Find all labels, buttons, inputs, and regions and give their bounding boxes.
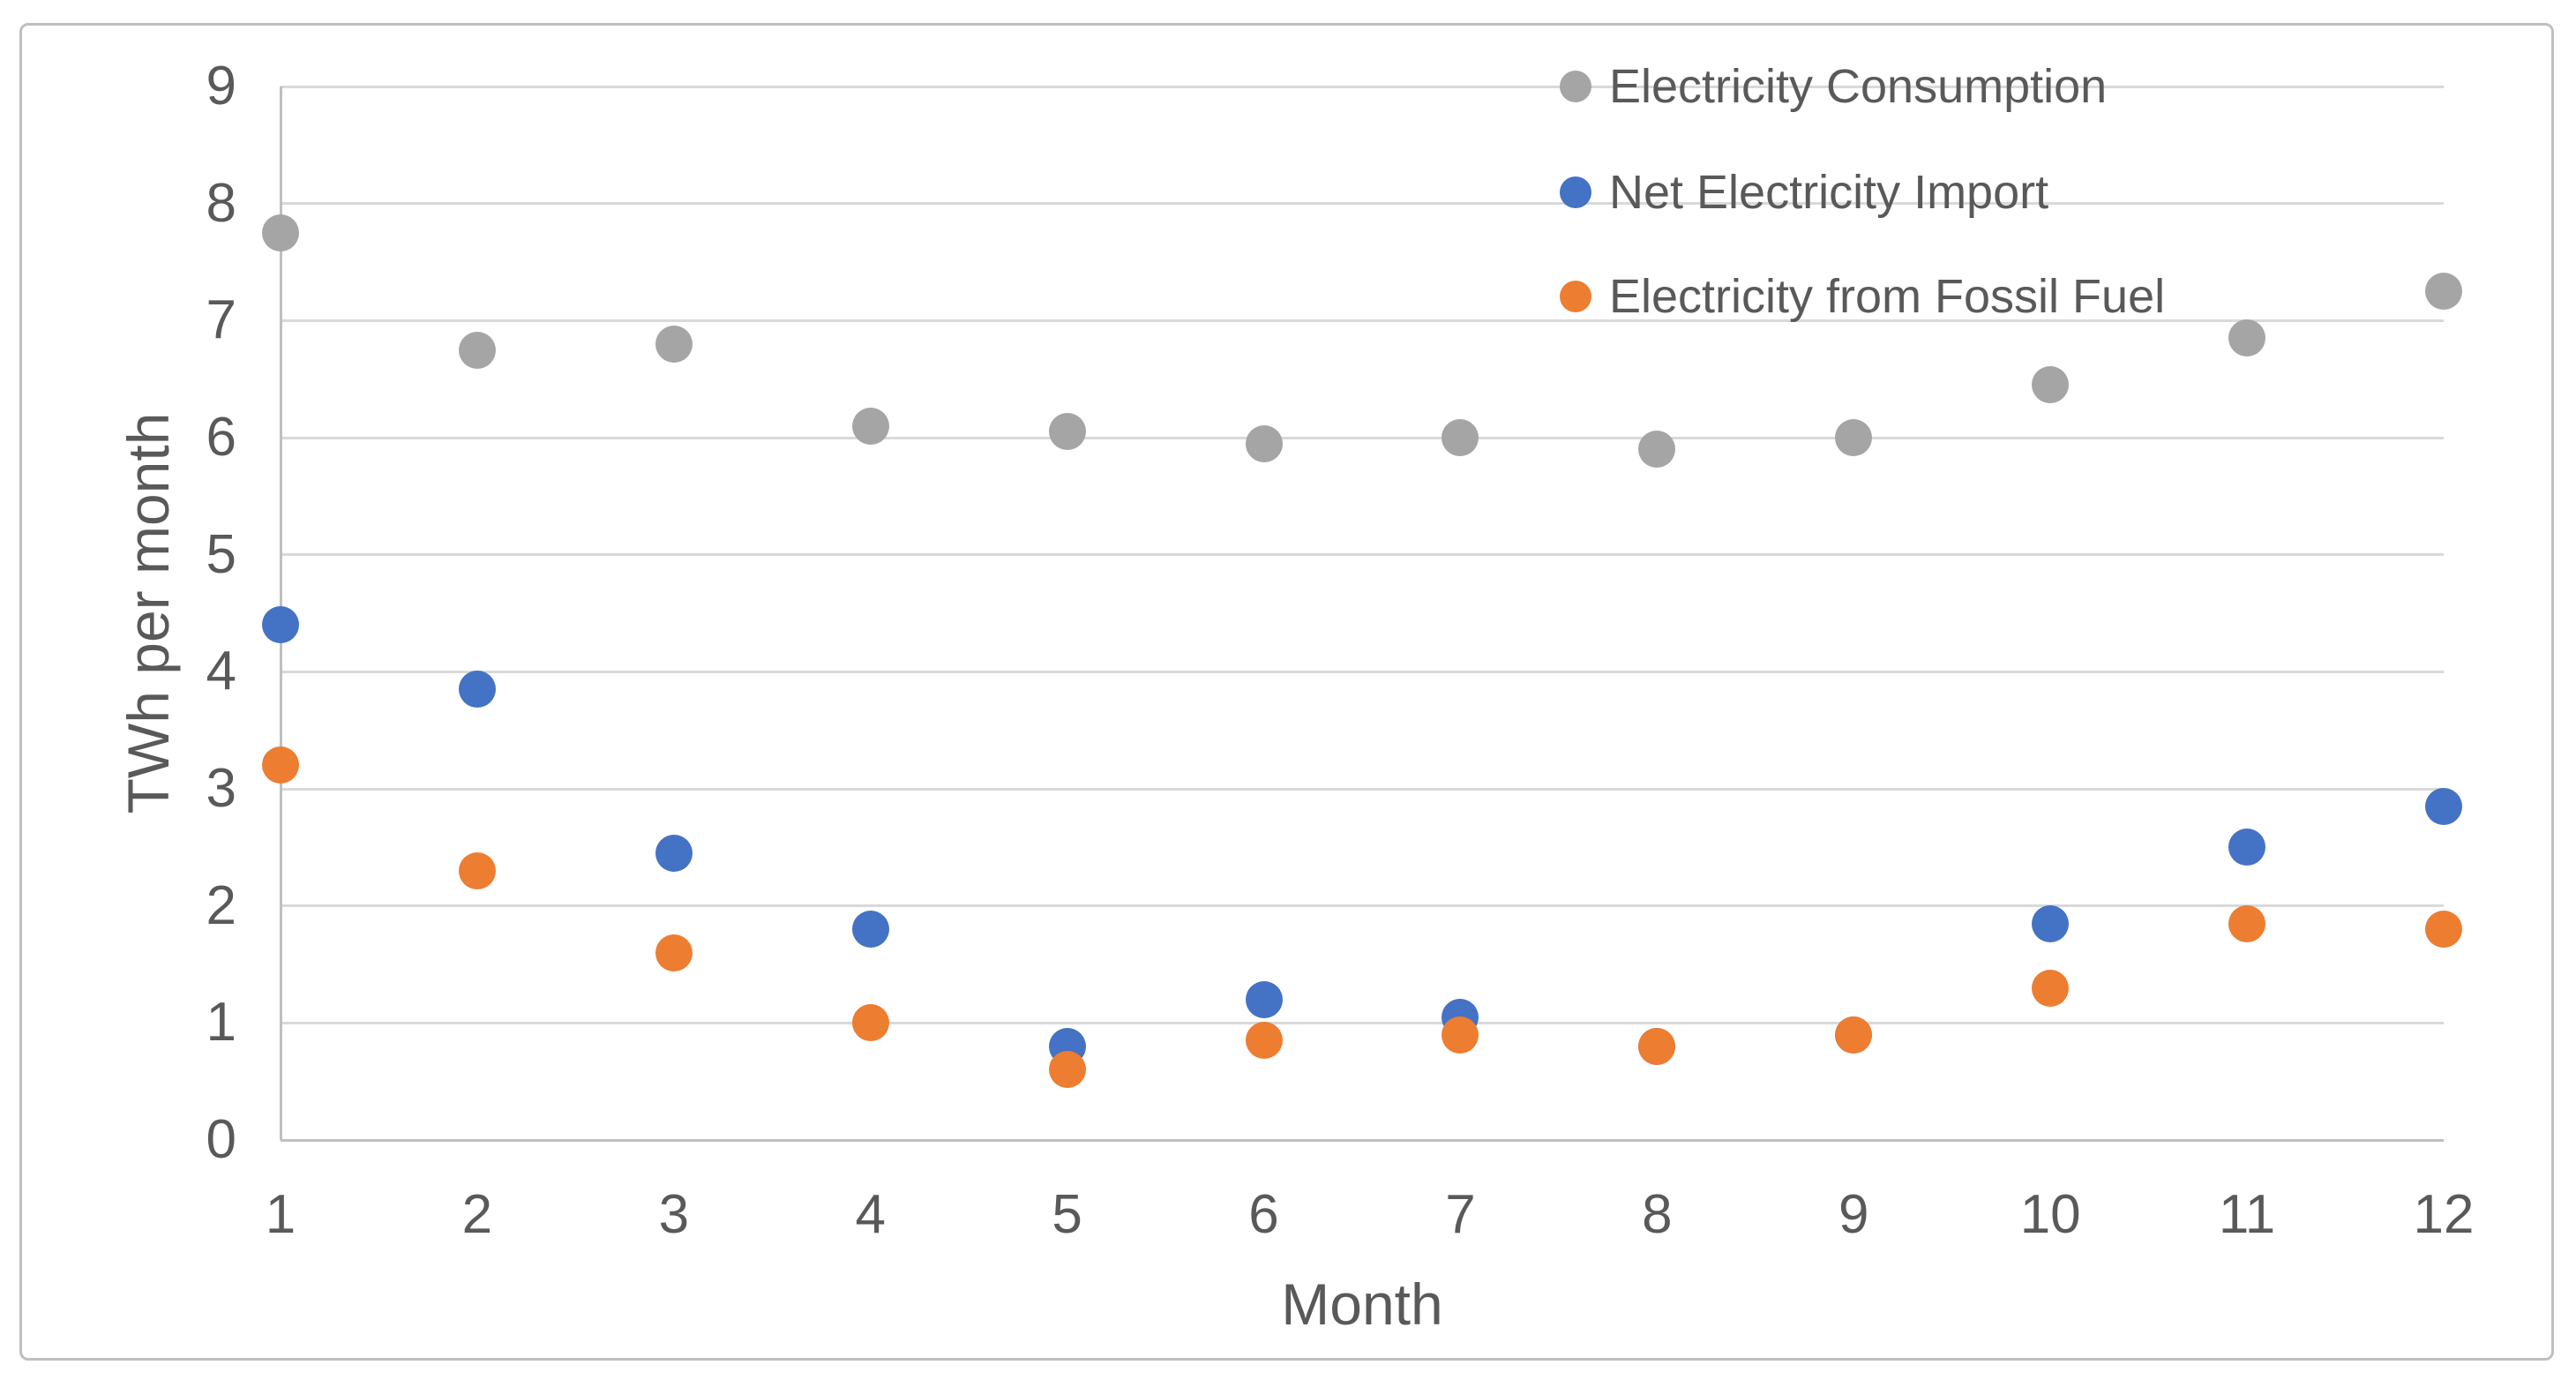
legend-marker-icon — [1560, 176, 1591, 208]
y-tick-label: 6 — [206, 407, 236, 468]
x-tick-label: 11 — [2218, 1184, 2276, 1245]
x-tick-label: 9 — [1838, 1184, 1869, 1245]
data-point-series3-month10 — [2032, 969, 2070, 1007]
x-axis-title: Month — [1281, 1271, 1443, 1337]
x-tick-label: 4 — [855, 1184, 886, 1245]
x-tick-label: 5 — [1052, 1184, 1082, 1245]
x-tick-label: 7 — [1445, 1184, 1476, 1245]
data-point-series1-month6 — [1245, 424, 1283, 462]
x-tick-label: 3 — [658, 1184, 690, 1245]
gridline — [281, 1021, 2444, 1024]
x-tick-label: 8 — [1642, 1184, 1673, 1245]
legend-marker-icon — [1560, 71, 1591, 102]
data-point-series3-month6 — [1245, 1022, 1283, 1060]
data-point-series3-month1 — [262, 746, 299, 784]
data-point-series1-month8 — [1638, 431, 1676, 469]
data-point-series1-month5 — [1048, 413, 1086, 451]
legend-label: Electricity Consumption — [1609, 60, 2108, 113]
data-point-series3-month9 — [1835, 1016, 1873, 1054]
data-point-series3-month5 — [1048, 1051, 1086, 1089]
data-point-series3-month4 — [851, 1004, 889, 1042]
chart-frame — [19, 23, 2554, 1361]
x-tick-label: 12 — [2413, 1184, 2475, 1245]
x-tick-label: 1 — [265, 1184, 296, 1245]
data-point-series2-month12 — [2425, 787, 2462, 825]
y-tick-label: 1 — [206, 992, 236, 1054]
data-point-series3-month7 — [1442, 1016, 1479, 1054]
gridline — [281, 436, 2444, 439]
data-point-series2-month11 — [2228, 829, 2266, 866]
gridline — [281, 787, 2444, 791]
data-point-series3-month11 — [2228, 904, 2266, 942]
legend-label: Net Electricity Import — [1609, 166, 2049, 219]
legend-label: Electricity from Fossil Fuel — [1609, 270, 2166, 323]
data-point-series1-month4 — [851, 407, 889, 445]
data-point-series1-month10 — [2032, 366, 2070, 404]
data-point-series1-month3 — [655, 325, 693, 363]
data-point-series1-month1 — [262, 214, 299, 251]
y-tick-label: 4 — [206, 641, 236, 702]
y-tick-label: 0 — [206, 1109, 236, 1170]
y-tick-label: 5 — [206, 523, 236, 585]
data-point-series3-month3 — [655, 934, 693, 971]
data-point-series3-month2 — [458, 851, 496, 889]
data-point-series3-month12 — [2425, 911, 2462, 949]
gridline — [281, 319, 2444, 322]
data-point-series2-month4 — [851, 911, 889, 949]
plot-area — [262, 85, 2462, 1142]
y-tick-label: 8 — [206, 172, 236, 234]
gridline — [281, 670, 2444, 673]
data-point-series1-month7 — [1442, 419, 1479, 456]
y-axis-title: TWh per month — [116, 412, 181, 814]
data-point-series1-month11 — [2228, 319, 2266, 357]
data-point-series1-month2 — [458, 331, 496, 369]
gridline — [281, 904, 2444, 908]
data-point-series2-month2 — [458, 671, 496, 709]
x-axis-line — [281, 1138, 2444, 1142]
x-tick-label: 10 — [2019, 1184, 2081, 1245]
data-point-series2-month1 — [262, 606, 299, 644]
gridline — [281, 553, 2444, 557]
data-point-series1-month12 — [2425, 273, 2462, 311]
data-point-series2-month10 — [2032, 904, 2070, 942]
gridline — [281, 202, 2444, 206]
data-point-series2-month3 — [655, 834, 693, 872]
y-tick-label: 7 — [206, 289, 236, 351]
data-point-series1-month9 — [1835, 419, 1873, 456]
x-tick-label: 2 — [461, 1184, 493, 1245]
data-point-series3-month8 — [1638, 1027, 1676, 1065]
legend-marker-icon — [1560, 281, 1591, 312]
y-tick-label: 3 — [206, 758, 236, 819]
gridline — [281, 85, 2444, 88]
data-point-series2-month6 — [1245, 980, 1283, 1018]
x-tick-label: 6 — [1248, 1184, 1279, 1245]
y-tick-label: 9 — [206, 56, 236, 116]
y-tick-label: 2 — [206, 874, 236, 936]
